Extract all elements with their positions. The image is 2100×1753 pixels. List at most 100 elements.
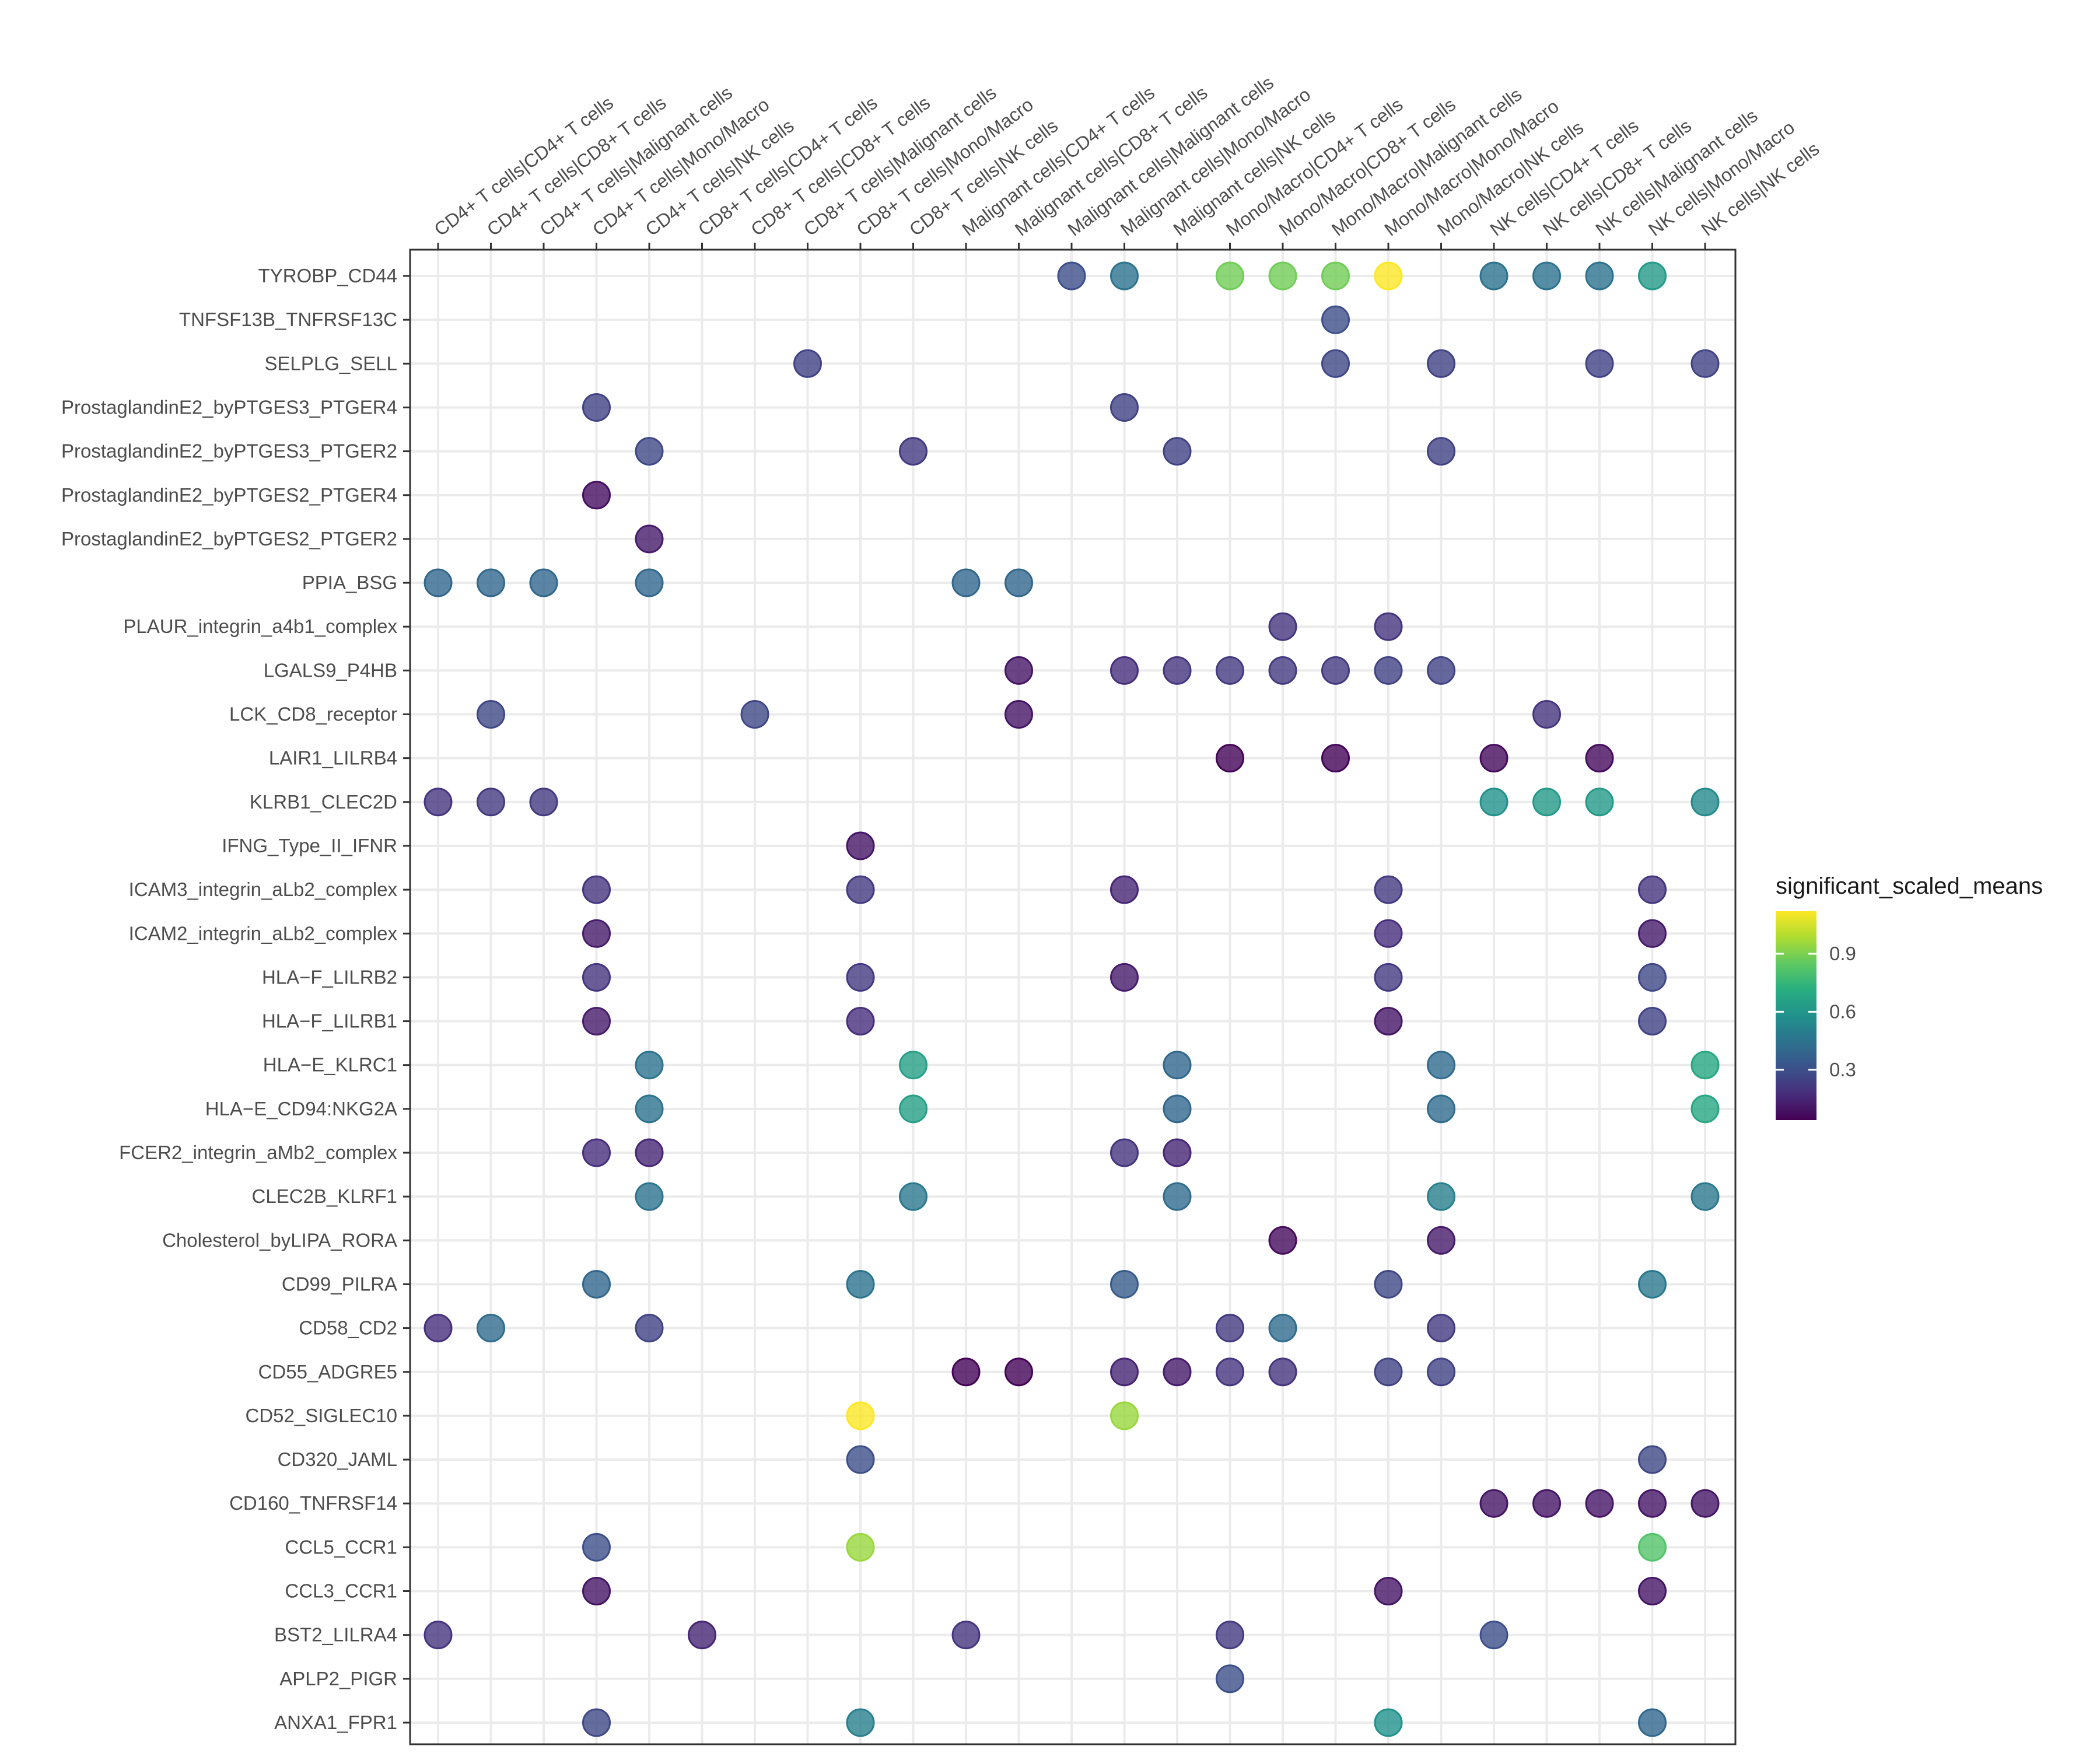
data-point <box>477 788 505 817</box>
data-point <box>1110 875 1139 904</box>
grid-lines <box>410 250 1735 1744</box>
data-point <box>846 831 875 860</box>
data-point <box>1110 1357 1139 1387</box>
y-tick-label: LGALS9_P4HB <box>264 659 397 681</box>
y-tick-label: ProstaglandinE2_byPTGES2_PTGER4 <box>61 484 397 506</box>
data-point <box>635 1051 664 1080</box>
data-point <box>1479 261 1508 291</box>
data-point <box>1268 1226 1297 1255</box>
y-axis-ticks: TYROBP_CD44 TNFSF13B_TNFRSF13C SELPLG_SELL… <box>61 265 410 1733</box>
y-tick-label: KLRB1_CLEC2D <box>250 791 397 813</box>
data-point <box>1268 261 1297 291</box>
legend-tick-label: 0.9 <box>1829 943 1856 964</box>
data-point <box>1374 1007 1403 1036</box>
data-point <box>1585 261 1614 291</box>
y-tick-label: BST2_LILRA4 <box>274 1624 397 1646</box>
data-point <box>635 437 664 466</box>
data-point <box>529 788 558 817</box>
data-point <box>951 1621 981 1650</box>
data-point <box>793 349 822 378</box>
data-point <box>582 393 611 422</box>
y-tick-label: FCER2_integrin_aMb2_complex <box>119 1142 397 1163</box>
data-point <box>1532 700 1561 729</box>
data-point <box>1216 1664 1244 1693</box>
data-point <box>1268 1357 1297 1387</box>
data-point <box>1638 1577 1667 1605</box>
data-point <box>1216 744 1244 773</box>
y-tick-label: CD52_SIGLEC10 <box>246 1405 397 1426</box>
data-point <box>1268 612 1297 641</box>
data-point <box>1638 261 1667 291</box>
data-point <box>1638 1532 1667 1562</box>
data-point <box>1638 1489 1667 1518</box>
data-point <box>1268 656 1297 685</box>
y-tick-label: Cholesterol_byLIPA_RORA <box>162 1229 397 1251</box>
data-point <box>1321 744 1350 773</box>
data-point <box>1690 788 1720 817</box>
data-point <box>477 568 505 597</box>
y-tick-label: IFNG_Type_II_IFNR <box>222 835 397 856</box>
data-point <box>1585 788 1614 817</box>
data-point <box>1374 1357 1403 1387</box>
data-point <box>846 1445 875 1474</box>
data-point <box>1005 656 1033 685</box>
data-point <box>1374 1708 1403 1737</box>
data-point <box>1427 1226 1455 1255</box>
data-point <box>1110 393 1139 422</box>
data-point <box>1638 919 1667 948</box>
data-point <box>1427 1357 1455 1387</box>
y-tick-label: APLP2_PIGR <box>279 1668 397 1689</box>
y-tick-label: CCL3_CCR1 <box>285 1580 397 1602</box>
y-tick-label: CLEC2B_KLRF1 <box>252 1185 397 1207</box>
data-point <box>1427 1094 1455 1124</box>
data-point <box>1110 656 1139 685</box>
data-point <box>635 524 664 554</box>
data-point <box>899 1182 928 1211</box>
data-point <box>1690 1182 1720 1211</box>
data-point <box>899 1094 928 1124</box>
data-point <box>1110 963 1139 992</box>
data-point <box>1638 1269 1667 1299</box>
legend-tick-label: 0.3 <box>1829 1059 1856 1080</box>
data-point <box>1690 349 1720 378</box>
data-point <box>1479 1621 1508 1650</box>
data-point <box>846 875 875 904</box>
data-point <box>1479 1489 1508 1518</box>
data-point <box>424 1621 453 1650</box>
data-point <box>1374 1577 1403 1605</box>
data-point <box>1163 1182 1192 1211</box>
y-tick-label: HLA−E_KLRC1 <box>263 1054 397 1076</box>
y-tick-label: ProstaglandinE2_byPTGES3_PTGER4 <box>61 396 397 418</box>
data-point <box>1110 261 1139 291</box>
data-point <box>582 481 611 510</box>
data-point <box>1532 261 1561 291</box>
data-point <box>1638 1445 1667 1474</box>
data-point <box>1321 349 1350 378</box>
data-point <box>1532 788 1561 817</box>
data-point <box>1374 919 1403 948</box>
data-point <box>424 788 453 817</box>
data-point <box>1585 349 1614 378</box>
data-point <box>1374 261 1403 291</box>
y-tick-label: TYROBP_CD44 <box>258 265 397 286</box>
data-point <box>1532 1489 1561 1518</box>
data-points <box>424 261 1720 1737</box>
data-point <box>1216 656 1244 685</box>
data-point <box>424 1314 453 1343</box>
y-tick-label: CCL5_CCR1 <box>285 1536 397 1558</box>
data-point <box>1110 1269 1139 1299</box>
data-point <box>582 1532 611 1562</box>
data-point <box>1374 656 1403 685</box>
data-point <box>582 919 611 948</box>
data-point <box>582 1708 611 1737</box>
data-point <box>1479 744 1508 773</box>
data-point <box>846 1708 875 1737</box>
data-point <box>1005 568 1033 597</box>
y-tick-label: CD55_ADGRE5 <box>258 1361 397 1383</box>
data-point <box>1005 700 1033 729</box>
data-point <box>529 568 558 597</box>
y-tick-label: HLA−F_LILRB1 <box>262 1010 397 1032</box>
y-tick-label: ICAM2_integrin_aLb2_complex <box>129 922 398 944</box>
data-point <box>582 875 611 904</box>
